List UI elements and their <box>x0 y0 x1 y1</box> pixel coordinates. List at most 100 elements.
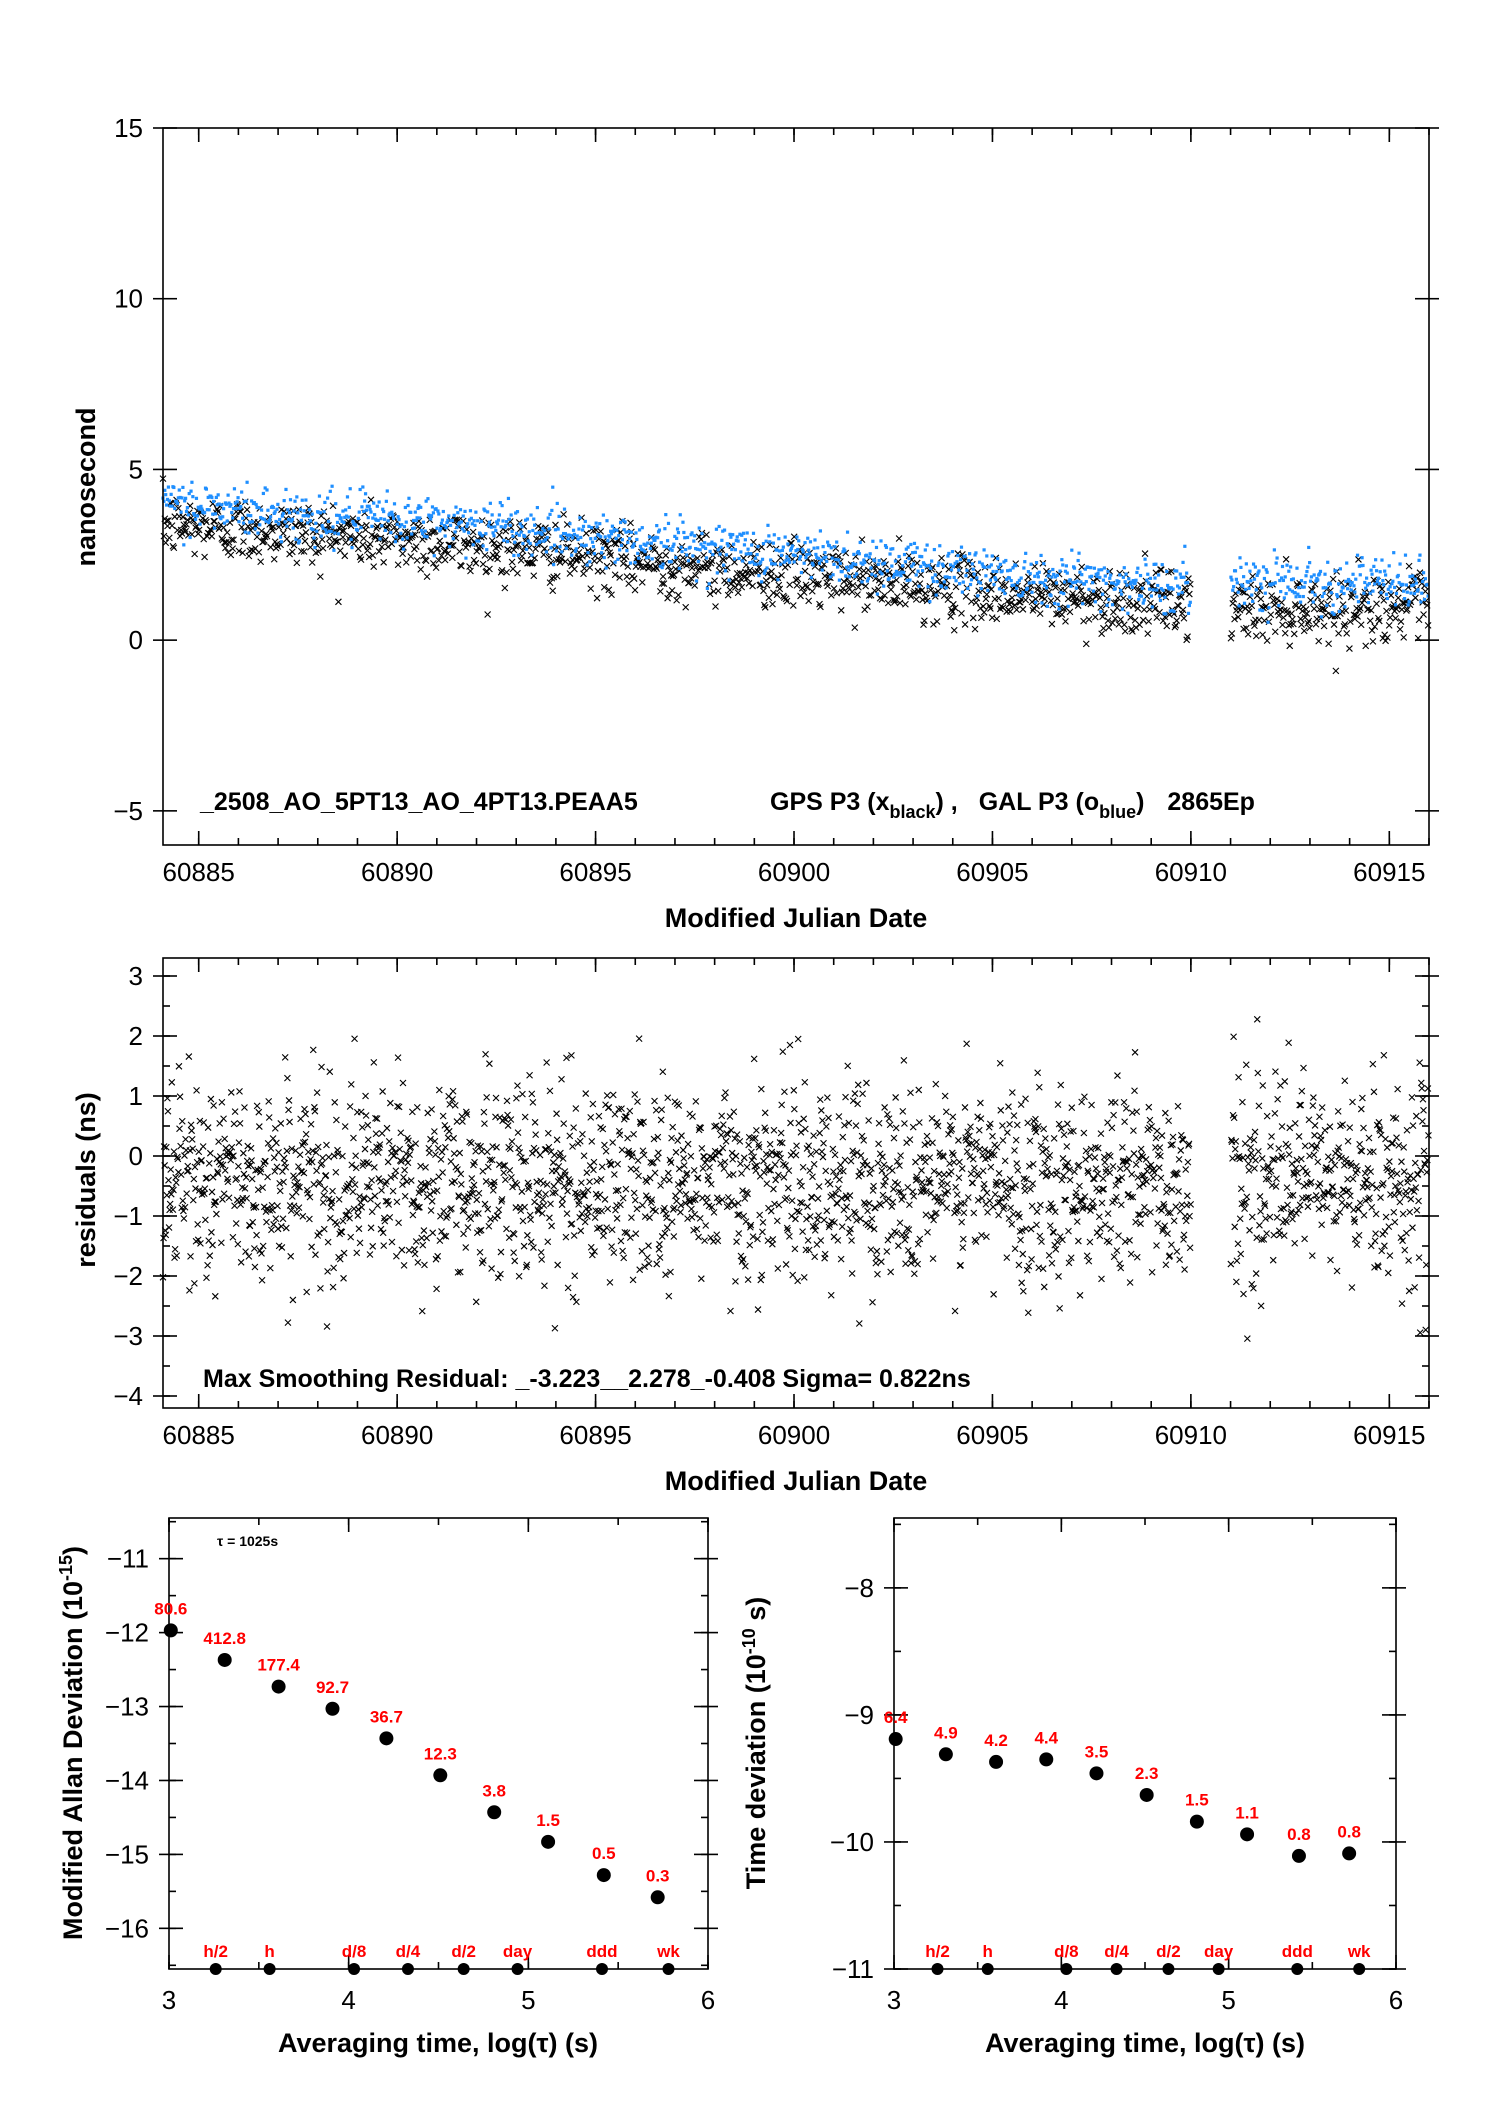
gal-point <box>788 560 792 564</box>
gps-point <box>1297 615 1304 623</box>
gal-point <box>570 553 574 557</box>
gps-point <box>174 504 182 512</box>
residual-point <box>657 1116 665 1124</box>
gal-point <box>649 541 653 545</box>
residual-point <box>726 1113 734 1120</box>
gps-point <box>428 547 435 554</box>
residual-point <box>306 1215 313 1223</box>
residual-point <box>1186 1212 1193 1220</box>
gps-point <box>817 603 824 611</box>
residual-point <box>711 1123 718 1130</box>
gal-point <box>714 527 719 531</box>
residual-point <box>328 1199 335 1207</box>
gal-point <box>864 553 869 557</box>
residual-point <box>1273 1214 1281 1221</box>
residual-point <box>514 1129 522 1136</box>
residual-point <box>1319 1202 1327 1210</box>
gal-point <box>940 562 945 566</box>
residual-point <box>888 1167 896 1174</box>
residual-point <box>220 1115 227 1123</box>
residual-point <box>991 1191 999 1198</box>
gal-point <box>531 528 535 533</box>
residual-point <box>580 1152 588 1160</box>
gal-point <box>167 499 171 503</box>
gal-point <box>590 526 594 530</box>
residual-point <box>189 1145 197 1153</box>
gps-point <box>656 552 663 559</box>
residual-point <box>668 1218 676 1226</box>
residual-point <box>1232 1278 1240 1286</box>
residual-point <box>341 1123 349 1130</box>
residual-point <box>750 1055 758 1063</box>
gal-point <box>705 586 709 591</box>
gal-point <box>572 532 577 537</box>
residual-point <box>1026 1137 1034 1145</box>
gal-point <box>846 568 851 572</box>
residual-point <box>482 1050 489 1058</box>
residual-point <box>1131 1087 1138 1095</box>
gal-point <box>1177 586 1182 590</box>
gal-point <box>945 575 949 579</box>
gal-point <box>806 536 810 540</box>
residual-point <box>1245 1167 1253 1174</box>
residual-point <box>339 1152 346 1160</box>
residual-point <box>1098 1199 1106 1207</box>
gps-point <box>1052 584 1059 591</box>
gal-point <box>961 580 965 584</box>
gal-point <box>609 532 614 536</box>
residual-point <box>858 1170 865 1178</box>
residual-point <box>932 1080 940 1088</box>
gps-point <box>1228 630 1236 637</box>
residual-point <box>1292 1164 1300 1172</box>
gal-point <box>1423 577 1427 581</box>
residual-point <box>739 1255 747 1263</box>
residual-point <box>572 1298 580 1306</box>
residual-point <box>905 1226 913 1234</box>
residual-point <box>719 1121 727 1128</box>
gal-point <box>698 548 702 552</box>
gal-point <box>579 535 583 540</box>
gps-point <box>1271 628 1279 636</box>
residual-point <box>570 1232 578 1239</box>
residual-point <box>1248 1280 1256 1288</box>
residual-point <box>320 1192 328 1199</box>
residual-point <box>197 1240 204 1247</box>
gal-point <box>336 532 341 536</box>
gal-point <box>663 527 667 531</box>
gal-point <box>801 550 805 554</box>
residual-point <box>1121 1118 1128 1126</box>
gal-point <box>772 533 776 537</box>
gal-point <box>241 521 246 525</box>
gal-point <box>489 525 493 529</box>
gal-point <box>1017 578 1021 582</box>
gal-point <box>372 501 376 505</box>
residual-point <box>762 1127 770 1135</box>
residual-point <box>269 1206 276 1214</box>
gps-point <box>1366 617 1374 625</box>
residual-point <box>429 1177 437 1185</box>
residual-point <box>366 1183 373 1191</box>
gal-point <box>613 560 617 564</box>
residual-point <box>516 1149 524 1156</box>
residual-point <box>1048 1259 1056 1267</box>
residual-point <box>188 1127 196 1135</box>
residual-point <box>954 1207 962 1214</box>
gal-point <box>432 554 436 558</box>
gal-point <box>636 551 640 556</box>
gal-point <box>199 504 203 508</box>
gps-point <box>340 527 348 535</box>
residual-point <box>283 1147 291 1155</box>
residual-point <box>484 1205 492 1213</box>
residual-point <box>847 1157 855 1165</box>
time-series-xtick-label: 60895 <box>559 857 631 887</box>
gal-point <box>282 498 286 503</box>
gal-point <box>699 542 703 546</box>
residual-point <box>870 1182 877 1190</box>
gal-point <box>1360 556 1364 560</box>
gal-point <box>775 548 779 552</box>
residual-point <box>269 1135 277 1142</box>
residual-point <box>709 1155 717 1163</box>
residual-point <box>437 1212 444 1220</box>
residual-point <box>852 1122 860 1129</box>
gal-point <box>1065 571 1069 575</box>
